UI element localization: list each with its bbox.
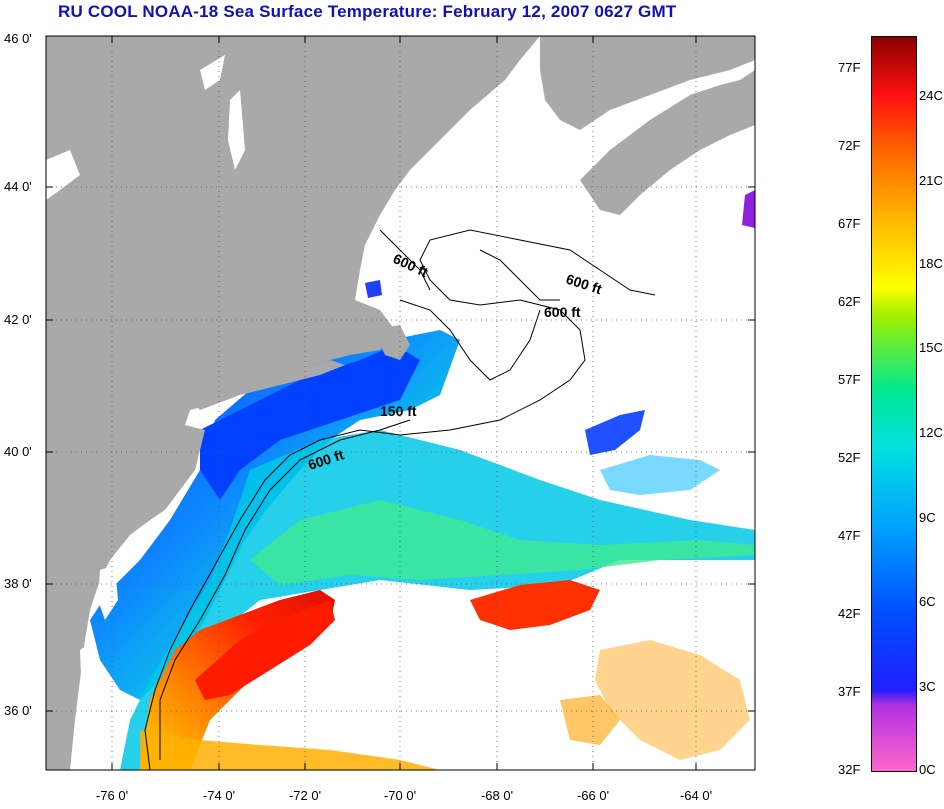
- shelf-cold-water: [90, 330, 460, 700]
- colorbar-f-67: 67F: [838, 216, 861, 231]
- colorbar-c-6: 6C: [919, 594, 936, 609]
- lat-label-44: 44 0': [4, 179, 32, 194]
- map-title: RU COOL NOAA-18 Sea Surface Temperature:…: [58, 2, 677, 21]
- lon-label-68: -68 0': [481, 788, 513, 803]
- colorbar-c-0: 0C: [919, 762, 936, 777]
- land-nova-scotia: [580, 70, 755, 215]
- colorbar-c-15: 15C: [919, 340, 943, 355]
- lat-label-36: 36 0': [4, 703, 32, 718]
- colorbar-c-9: 9C: [919, 510, 936, 525]
- temperature-colorbar: [871, 36, 917, 772]
- colorbar-c-21: 21C: [919, 173, 943, 188]
- land-long-island: [190, 360, 345, 410]
- lon-label-74: -74 0': [203, 788, 235, 803]
- lon-label-64: -64 0': [680, 788, 712, 803]
- lon-label-70: -70 0': [384, 788, 416, 803]
- slope-water: [120, 430, 755, 770]
- colorbar-c-3: 3C: [919, 679, 936, 694]
- land-us-coast: [46, 36, 540, 770]
- colorbar-f-47: 47F: [838, 528, 861, 543]
- lon-label-76: -76 0': [96, 788, 128, 803]
- land-canada-north: [540, 36, 755, 130]
- lat-label-38: 38 0': [4, 576, 32, 591]
- colorbar-f-37: 37F: [838, 684, 861, 699]
- colorbar-f-57: 57F: [838, 372, 861, 387]
- contour-label-150ft: 150 ft: [380, 403, 417, 419]
- lon-label-66: -66 0': [577, 788, 609, 803]
- lat-lon-grid: [46, 36, 755, 770]
- colorbar-c-12: 12C: [919, 425, 943, 440]
- colorbar-f-42: 42F: [838, 606, 861, 621]
- colorbar-f-32: 32F: [838, 762, 861, 777]
- colorbar-f-52: 52F: [838, 450, 861, 465]
- colorbar-f-77: 77F: [838, 60, 861, 75]
- contour-150ft: [159, 419, 411, 760]
- colorbar-f-62: 62F: [838, 294, 861, 309]
- colorbar-c-18: 18C: [919, 256, 943, 271]
- lat-label-42: 42 0': [4, 312, 32, 327]
- colorbar-c-24: 24C: [919, 88, 943, 103]
- lon-label-72: -72 0': [289, 788, 321, 803]
- contour-label-600ft-gulf: 600 ft: [544, 304, 581, 320]
- colorbar-f-72: 72F: [838, 138, 861, 153]
- contour-600ft: [144, 229, 656, 770]
- lat-label-46: 46 0': [4, 31, 32, 46]
- lat-label-40: 40 0': [4, 444, 32, 459]
